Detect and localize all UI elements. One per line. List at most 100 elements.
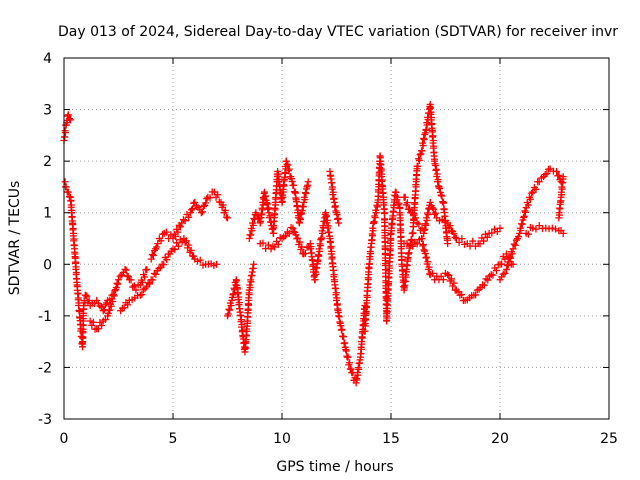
y-tick-labels: -3 -2 -1 0 1 2 3 4	[38, 51, 52, 428]
data-point	[112, 284, 120, 292]
data-point	[532, 185, 540, 193]
data-point	[353, 376, 361, 384]
data-point	[213, 260, 221, 268]
data-point	[518, 220, 526, 228]
data-point	[515, 233, 523, 241]
data-point	[447, 275, 455, 283]
data-point	[484, 276, 492, 284]
data-point	[225, 305, 233, 313]
data-point	[104, 309, 112, 317]
data-point	[371, 214, 379, 222]
data-point	[504, 261, 512, 269]
data-point	[202, 199, 210, 207]
data-point	[250, 260, 258, 268]
data-point	[328, 253, 336, 261]
x-tick-labels: 0 5 10 15 20 25	[60, 431, 618, 447]
data-point	[155, 264, 163, 272]
data-point	[143, 283, 151, 291]
data-point	[385, 264, 393, 272]
data-point	[243, 319, 251, 327]
data-point	[408, 209, 416, 217]
data-point	[430, 142, 438, 150]
data-point	[347, 365, 355, 373]
data-point	[532, 225, 540, 233]
data-point	[553, 167, 561, 175]
data-point	[282, 157, 290, 165]
data-point	[355, 365, 363, 373]
data-point	[417, 150, 425, 158]
data-point	[480, 237, 488, 245]
data-point	[476, 240, 484, 248]
data-point	[174, 242, 182, 250]
data-point	[469, 237, 477, 245]
data-point	[94, 325, 102, 333]
data-point	[82, 291, 90, 299]
data-point	[285, 165, 293, 173]
data-point	[451, 233, 459, 241]
data-point	[143, 265, 151, 273]
data-point	[147, 255, 155, 263]
data-point	[301, 249, 309, 257]
data-point	[284, 161, 292, 169]
data-point	[496, 224, 504, 232]
data-point	[438, 192, 446, 200]
data-point	[409, 242, 417, 250]
data-point	[106, 306, 114, 314]
data-point	[329, 188, 337, 196]
data-point	[167, 231, 175, 239]
data-point	[409, 229, 417, 237]
data-point	[522, 208, 530, 216]
data-point	[187, 246, 195, 254]
data-point	[88, 321, 96, 329]
data-point	[146, 280, 154, 288]
data-point	[285, 167, 293, 175]
data-point	[422, 221, 430, 229]
data-point	[64, 188, 72, 196]
data-point	[450, 230, 458, 238]
data-point	[432, 165, 440, 173]
data-point	[149, 251, 157, 259]
data-point	[413, 240, 421, 248]
data-point	[72, 269, 80, 277]
data-point	[333, 294, 341, 302]
data-point	[141, 285, 149, 293]
data-point	[160, 261, 168, 269]
data-point	[436, 184, 444, 192]
data-point	[412, 214, 420, 222]
data-point	[528, 189, 536, 197]
data-point	[493, 267, 501, 275]
data-point	[328, 179, 336, 187]
data-point	[392, 188, 400, 196]
data-point	[174, 228, 182, 236]
data-point	[221, 206, 229, 214]
chart-title: Day 013 of 2024, Sidereal Day-to-day VTE…	[58, 24, 618, 40]
y-tick-label: 1	[43, 206, 52, 222]
data-point	[510, 240, 518, 248]
data-point	[200, 202, 208, 210]
data-point	[293, 202, 301, 210]
data-point	[354, 371, 362, 379]
data-point	[93, 296, 101, 304]
data-point	[113, 279, 121, 287]
data-point	[414, 162, 422, 170]
data-point	[222, 213, 230, 221]
data-point	[162, 228, 170, 236]
data-point	[329, 183, 337, 191]
data-point	[246, 283, 254, 291]
data-point	[289, 224, 297, 232]
data-point	[196, 256, 204, 264]
data-point	[245, 235, 253, 242]
data-point	[271, 243, 279, 251]
data-point	[403, 268, 411, 276]
data-point	[521, 207, 529, 215]
data-point	[64, 111, 72, 119]
data-point	[558, 185, 566, 193]
data-point	[61, 129, 69, 137]
data-point	[535, 178, 543, 186]
data-point	[203, 195, 211, 203]
data-point	[415, 155, 423, 163]
data-point	[219, 201, 227, 209]
data-point	[157, 237, 165, 245]
data-point	[226, 306, 234, 314]
